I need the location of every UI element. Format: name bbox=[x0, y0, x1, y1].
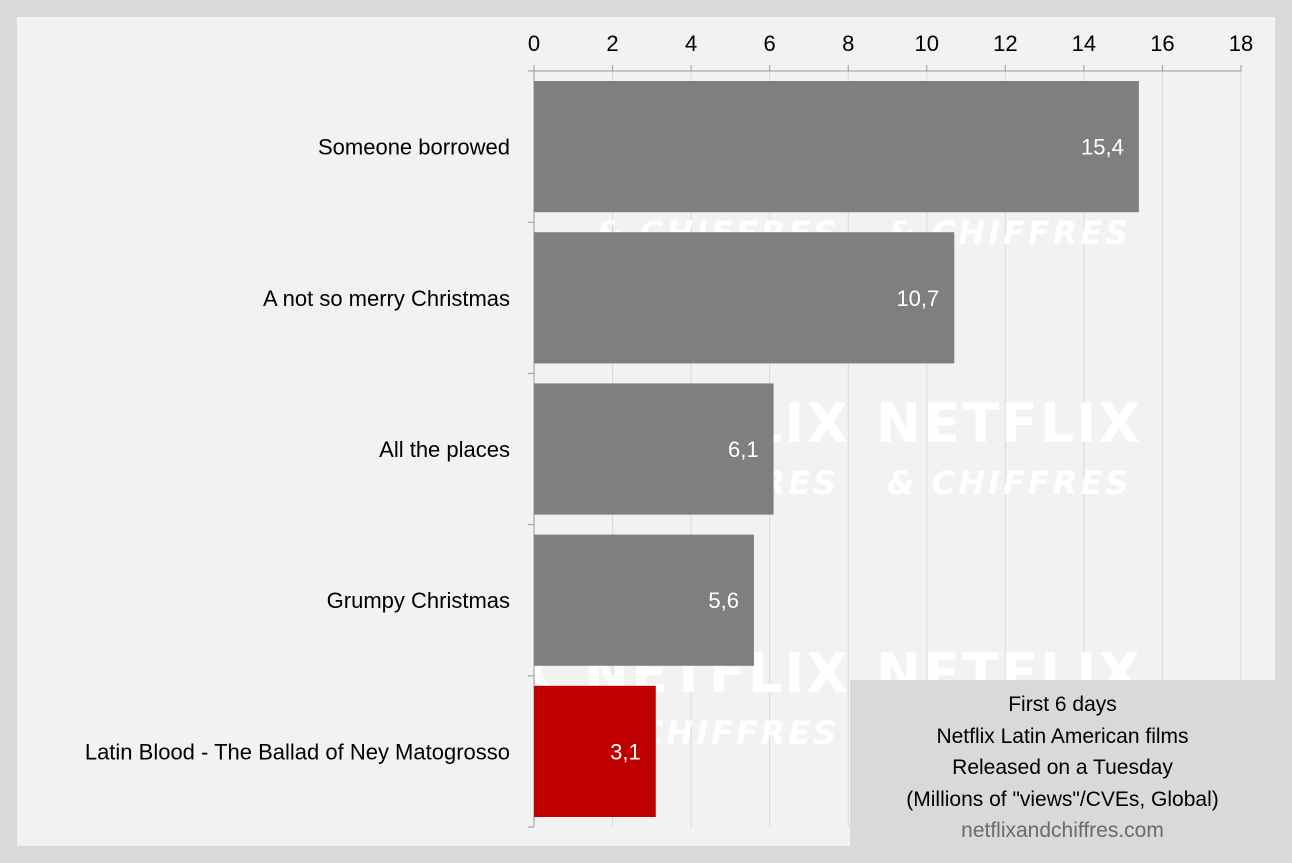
category-label: All the places bbox=[379, 437, 510, 462]
x-tick-label: 12 bbox=[993, 31, 1017, 56]
x-tick-label: 8 bbox=[842, 31, 854, 56]
bar-value-label: 3,1 bbox=[610, 739, 641, 764]
info-box: First 6 days Netflix Latin American film… bbox=[850, 680, 1275, 846]
x-tick-label: 4 bbox=[685, 31, 697, 56]
category-label: Someone borrowed bbox=[318, 135, 510, 160]
x-tick-label: 18 bbox=[1229, 31, 1253, 56]
watermark-title: NETFLIX bbox=[876, 392, 1142, 455]
bar bbox=[534, 685, 656, 817]
bar bbox=[534, 81, 1139, 213]
x-tick-label: 14 bbox=[1072, 31, 1096, 56]
bar-value-label: 10,7 bbox=[896, 286, 939, 311]
x-tick-label: 10 bbox=[915, 31, 939, 56]
category-label: A not so merry Christmas bbox=[263, 286, 510, 311]
info-line-release: Released on a Tuesday bbox=[952, 756, 1173, 779]
x-tick-label: 6 bbox=[764, 31, 776, 56]
bar bbox=[534, 534, 754, 666]
x-tick-label: 0 bbox=[528, 31, 540, 56]
bar-value-label: 6,1 bbox=[728, 437, 759, 462]
category-label: Latin Blood - The Ballad of Ney Matogros… bbox=[85, 739, 510, 764]
category-label: Grumpy Christmas bbox=[327, 588, 510, 613]
x-tick-label: 16 bbox=[1150, 31, 1174, 56]
info-line-period: First 6 days bbox=[1008, 693, 1117, 716]
bars bbox=[534, 81, 1139, 817]
info-line-subject: Netflix Latin American films bbox=[936, 724, 1189, 748]
bar bbox=[534, 383, 774, 515]
source-site: netflixandchiffres.com bbox=[961, 819, 1164, 842]
x-tick-label: 2 bbox=[606, 31, 618, 56]
info-line-units: (Millions of "views"/CVEs, Global) bbox=[906, 787, 1219, 811]
bar-value-label: 15,4 bbox=[1081, 135, 1124, 160]
labels: 15,4 Someone borrowed 10,7 A not so merry C… bbox=[85, 135, 1124, 765]
bar-value-label: 5,6 bbox=[708, 588, 739, 613]
watermark-subtitle: & CHIFFRES bbox=[887, 464, 1131, 502]
bar bbox=[534, 232, 955, 364]
watermark-title: NETFLIX bbox=[291, 642, 557, 705]
